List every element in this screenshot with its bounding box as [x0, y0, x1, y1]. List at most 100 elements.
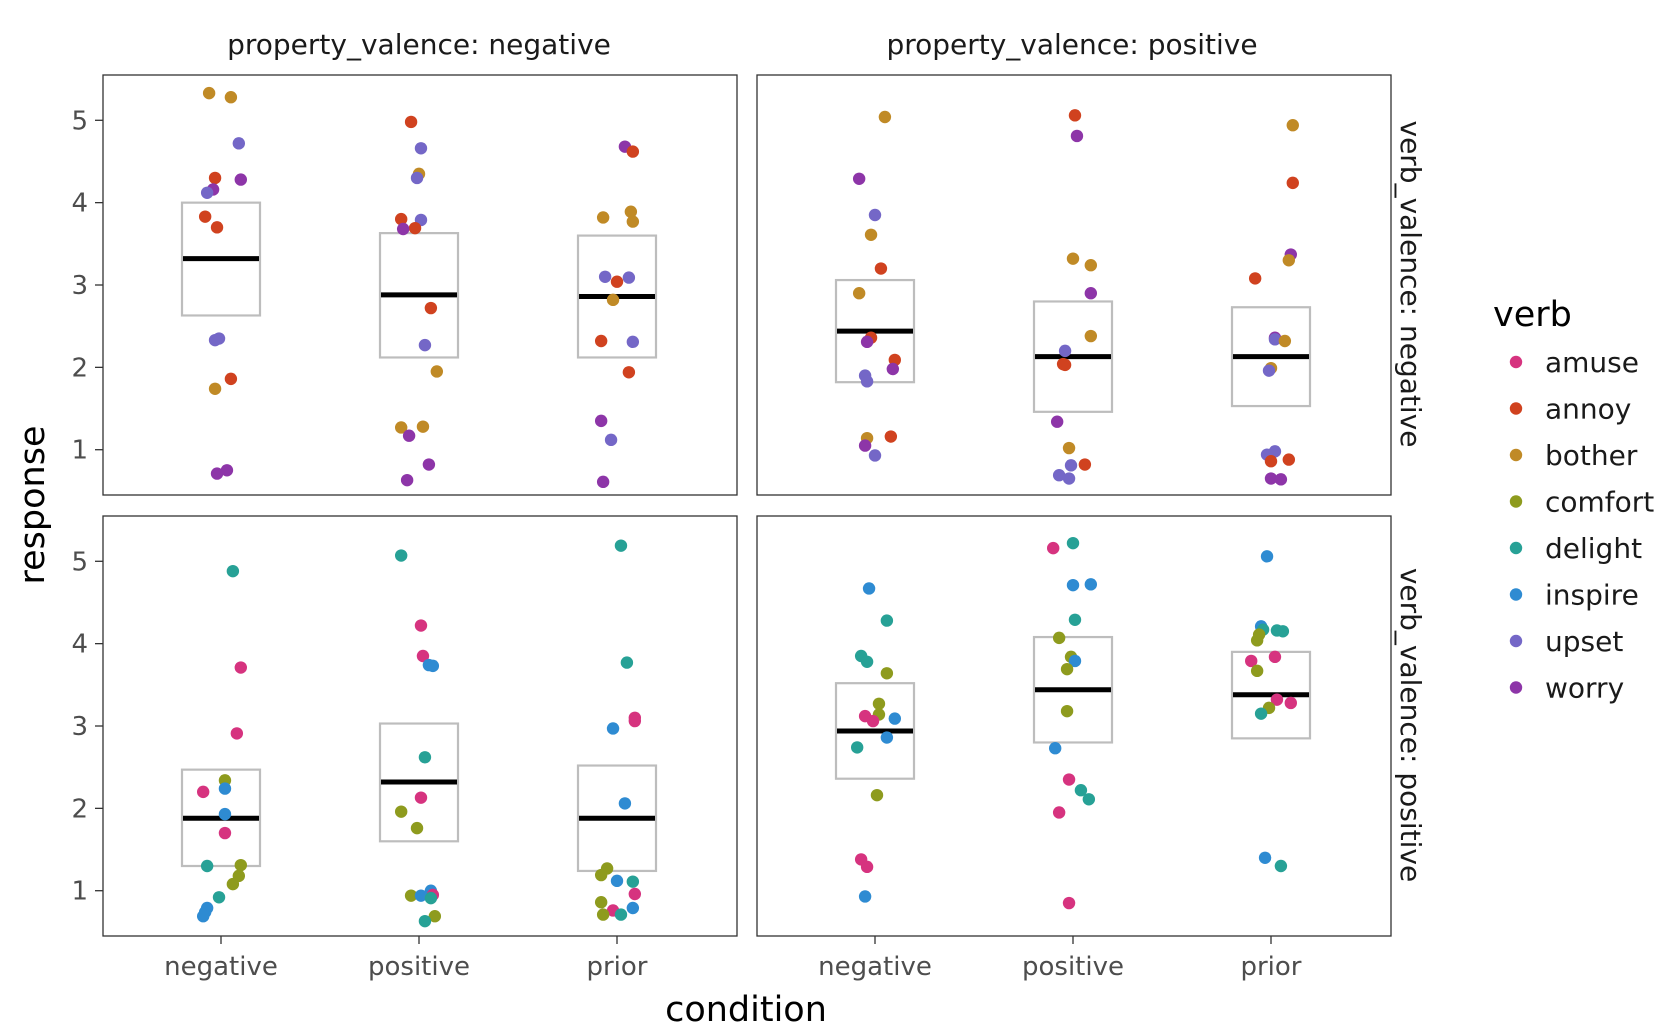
data-point-delight — [1254, 707, 1268, 720]
data-point-upset — [418, 338, 432, 352]
data-point-worry — [860, 335, 874, 349]
legend-key-amuse — [1509, 355, 1523, 369]
data-point-upset — [868, 208, 882, 222]
data-point-bother — [1084, 259, 1098, 272]
data-point-inspire — [1066, 578, 1080, 592]
data-point-bother — [394, 421, 408, 434]
legend-title: verb — [1493, 295, 1572, 335]
data-point-annoy — [424, 301, 438, 315]
data-point-inspire — [1084, 578, 1098, 591]
legend-label-comfort: comfort — [1545, 486, 1654, 519]
data-point-delight — [1082, 793, 1096, 806]
data-point-upset — [598, 270, 612, 283]
data-point-inspire — [426, 659, 440, 673]
data-point-delight — [614, 539, 628, 552]
legend-label-bother: bother — [1545, 439, 1638, 472]
data-point-delight — [1276, 625, 1290, 638]
panel-1 — [756, 74, 1392, 496]
data-point-comfort — [1250, 664, 1264, 678]
data-point-worry — [852, 172, 866, 185]
data-point-comfort — [428, 910, 442, 923]
legend-label-annoy: annoy — [1545, 393, 1631, 426]
y-axis-title: response — [13, 426, 53, 585]
data-point-delight — [394, 549, 408, 562]
strip-label-row-verb-positive: verb_valence: positive — [1394, 568, 1427, 882]
data-point-bother — [208, 382, 222, 395]
data-point-delight — [626, 875, 640, 888]
data-point-bother — [624, 205, 638, 218]
data-point-upset — [626, 335, 640, 349]
data-point-upset — [622, 271, 636, 284]
data-point-annoy — [198, 210, 212, 223]
y-tick-label: 3 — [71, 271, 88, 301]
legend-label-inspire: inspire — [1545, 579, 1639, 612]
data-point-worry — [1050, 415, 1064, 428]
legend-label-delight: delight — [1545, 532, 1642, 565]
data-point-annoy — [1058, 358, 1072, 372]
data-point-inspire — [414, 889, 428, 902]
data-point-bother — [416, 420, 430, 433]
data-point-worry — [1274, 473, 1288, 486]
data-point-worry — [1084, 287, 1098, 300]
data-point-annoy — [224, 372, 238, 386]
data-point-amuse — [1245, 654, 1258, 668]
panel-0 — [102, 74, 738, 496]
y-tick-label: 5 — [71, 547, 88, 577]
data-point-bother — [864, 228, 878, 241]
strip-label-col-property-positive: property_valence: positive — [886, 28, 1257, 61]
data-point-upset — [208, 333, 222, 347]
data-point-upset — [604, 433, 618, 447]
data-point-amuse — [416, 649, 430, 663]
data-point-annoy — [208, 171, 222, 185]
data-point-annoy — [610, 275, 624, 288]
data-point-annoy — [210, 221, 224, 234]
data-point-inspire — [626, 901, 640, 915]
data-point-comfort — [394, 805, 408, 818]
data-point-bother — [1278, 334, 1292, 348]
data-point-comfort — [872, 697, 886, 710]
data-point-upset — [1052, 469, 1066, 482]
legend-key-annoy — [1509, 402, 1523, 415]
data-point-upset — [868, 449, 882, 462]
data-point-inspire — [858, 890, 872, 903]
data-point-delight — [860, 655, 874, 668]
data-point-upset — [1058, 344, 1072, 358]
legend-key-inspire — [1509, 588, 1523, 601]
data-point-upset — [414, 142, 428, 155]
data-point-delight — [1074, 784, 1088, 797]
data-point-bother — [852, 287, 866, 300]
ci-box — [180, 768, 262, 868]
data-point-bother — [596, 211, 610, 224]
data-point-amuse — [218, 826, 232, 840]
data-point-amuse — [628, 887, 642, 901]
axes: 1 2 3 4 5 1 2 3 4 5 negative positive prior negative p… — [71, 106, 1301, 982]
ci-box — [1032, 300, 1114, 413]
data-point-inspire — [862, 582, 876, 595]
data-point-worry — [400, 473, 414, 487]
data-point-comfort — [1052, 631, 1066, 645]
data-point-amuse — [1052, 806, 1066, 819]
ci-box — [834, 682, 916, 780]
data-point-worry — [220, 464, 234, 477]
strip-label-row-verb-negative: verb_valence: negative — [1394, 121, 1427, 448]
data-point-upset — [1262, 364, 1276, 377]
data-point-inspire — [1068, 654, 1082, 668]
data-point-inspire — [880, 731, 894, 744]
x-tick-label: prior — [586, 952, 647, 982]
x-axis-title: condition — [665, 990, 827, 1030]
data-point-upset — [200, 186, 214, 199]
data-point-annoy — [884, 430, 898, 443]
data-point-comfort — [1060, 704, 1074, 718]
legend: verb amuse annoy bother comfort delight inspi… — [1493, 295, 1654, 705]
y-tick-label: 1 — [71, 877, 88, 907]
y-tick-label: 4 — [71, 630, 88, 660]
data-point-comfort — [880, 667, 894, 680]
x-tick-label: negative — [164, 952, 278, 982]
data-point-worry — [1070, 129, 1084, 143]
data-point-amuse — [1268, 650, 1282, 664]
data-point-upset — [1268, 333, 1282, 346]
x-tick-label: positive — [1022, 952, 1124, 982]
data-point-worry — [402, 429, 416, 442]
y-tick-label: 3 — [71, 712, 88, 742]
